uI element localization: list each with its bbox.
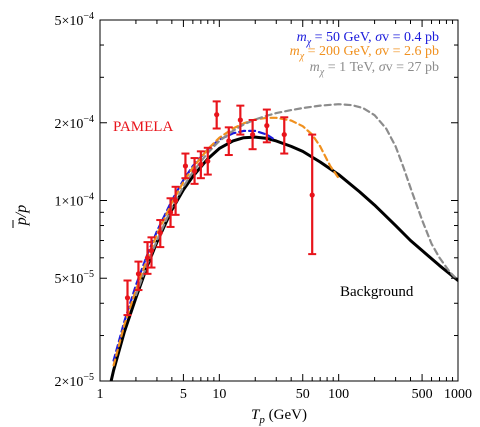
pamela-point <box>280 116 289 155</box>
curves <box>109 103 458 381</box>
x-tick-labels: 1 5 10 50 100 500 1000 <box>97 387 473 402</box>
series-line-1 <box>112 129 274 362</box>
data-marker <box>309 192 315 198</box>
data-marker <box>264 123 270 129</box>
pamela-point <box>224 126 233 157</box>
data-marker <box>214 112 220 118</box>
y-axis-label: p/p <box>12 205 30 228</box>
pamela-point <box>212 100 221 130</box>
data-marker <box>157 230 163 236</box>
axis-ticks <box>99 19 459 382</box>
y-tick-label: 2×10−5 <box>54 372 94 390</box>
pamela-data-points <box>123 100 317 317</box>
x-tick-label: 500 <box>412 387 433 402</box>
y-tick-label: 2×10−4 <box>54 114 94 132</box>
pamela-point <box>171 185 180 216</box>
pamela-point <box>308 133 317 256</box>
x-tick-label: 100 <box>328 387 349 402</box>
series-line-0 <box>109 135 458 381</box>
pamela-point <box>143 241 152 275</box>
y-tick-label: 1×10−4 <box>54 192 94 210</box>
pamela-point <box>236 104 245 136</box>
data-marker <box>135 271 142 277</box>
x-tick-label: 50 <box>296 387 310 402</box>
legend-entry: mχ = 1 TeV, σv = 27 pb <box>310 60 439 78</box>
data-marker <box>148 247 155 254</box>
y-tick-label: 5×10−5 <box>54 269 94 287</box>
legend-entry: mχ = 200 GeV, σv = 2.6 pb <box>290 44 439 62</box>
pamela-point <box>190 157 199 185</box>
x-tick-label: 10 <box>212 387 226 402</box>
pamela-point <box>262 108 271 144</box>
x-tick-label: 5 <box>180 387 187 402</box>
x-axis-label: Tp (GeV) <box>251 407 307 426</box>
pamela-point <box>196 150 205 180</box>
data-marker <box>167 209 174 215</box>
data-marker <box>249 131 256 138</box>
y-tick-labels: 2×10−5 5×10−5 1×10−4 2×10−4 5×10−4 <box>54 11 94 390</box>
pamela-point <box>134 260 143 292</box>
legend-entry: mχ = 50 GeV, σv = 0.4 pb <box>297 30 439 48</box>
data-marker <box>226 138 232 144</box>
data-marker <box>191 168 198 174</box>
pamela-point <box>156 219 165 249</box>
pamela-point <box>147 236 156 269</box>
x-tick-label: 1 <box>97 387 104 402</box>
y-tick-label: 5×10−4 <box>54 11 94 29</box>
pamela-point <box>203 146 212 176</box>
x-tick-label: 1000 <box>444 387 472 402</box>
pamela-point <box>123 279 132 317</box>
data-marker <box>281 131 287 138</box>
pamela-label: PAMELA <box>113 119 173 135</box>
background-label: Background <box>340 284 414 300</box>
svg-text:p/p: p/p <box>13 205 30 226</box>
data-marker <box>144 255 151 261</box>
data-marker <box>124 295 131 301</box>
pamela-point <box>166 197 175 228</box>
data-marker <box>237 117 243 123</box>
series-line-3 <box>134 103 458 297</box>
data-marker <box>172 197 179 204</box>
data-marker <box>198 161 204 167</box>
data-marker <box>182 163 189 169</box>
pamela-point <box>181 152 190 180</box>
pamela-point <box>248 118 257 151</box>
data-marker <box>205 158 211 164</box>
